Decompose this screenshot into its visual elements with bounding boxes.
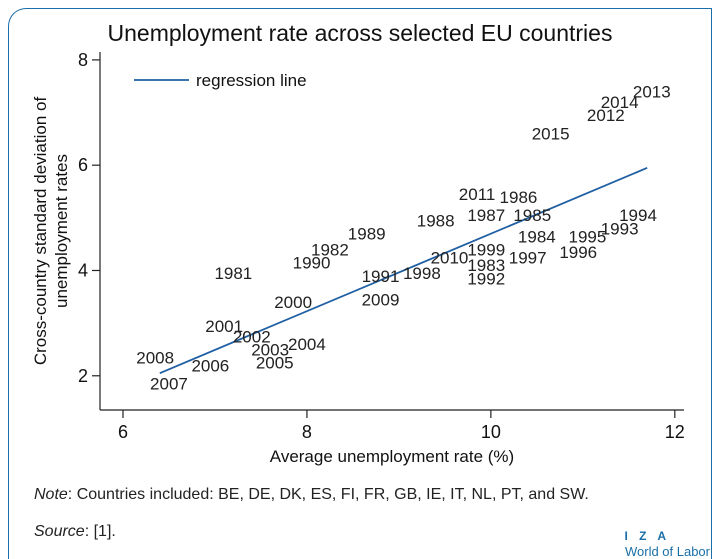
point-2001: 2001 [205, 317, 243, 336]
y-tick-label: 6 [78, 155, 88, 175]
point-1983: 1983 [467, 256, 505, 275]
point-1990: 1990 [293, 254, 331, 273]
point-2014: 2014 [601, 93, 639, 112]
point-2012: 2012 [587, 106, 625, 125]
point-1998: 1998 [403, 264, 441, 283]
point-1994: 1994 [619, 206, 657, 225]
point-1986: 1986 [500, 188, 538, 207]
logo-iza: I Z A [624, 529, 670, 543]
y-axis-label-line-2: unemployment rates [52, 154, 71, 308]
x-axis-label: Average unemployment rate (%) [270, 447, 514, 466]
scatter-chart: 6 8 10 12 2 4 6 8 Average unemployment rate (%) C… [31, 50, 685, 466]
chart-title: Unemployment rate across selected EU cou… [107, 20, 613, 46]
point-1995: 1995 [569, 227, 607, 246]
legend-label: regression line [196, 71, 307, 90]
regression-line [159, 166, 648, 374]
point-1991: 1991 [362, 267, 400, 286]
point-2007: 2007 [150, 375, 188, 394]
point-2013: 2013 [633, 82, 671, 101]
point-2003: 2003 [251, 340, 289, 359]
y-axis-label: Cross-country standard deviation of unemp… [31, 97, 71, 366]
point-1982: 1982 [311, 240, 349, 259]
x-tick-label: 8 [302, 422, 312, 442]
axes: 6 8 10 12 2 4 6 8 Average unemployment rate (%) C… [31, 50, 685, 466]
y-tick-label: 4 [78, 260, 88, 280]
point-2011: 2011 [459, 185, 496, 204]
point-1981: 1981 [214, 264, 252, 283]
figure-frame [8, 8, 712, 559]
point-1992: 1992 [467, 269, 505, 288]
point-1997: 1997 [509, 248, 547, 267]
iza-logo: I Z A World of Labor [624, 529, 710, 559]
point-2008: 2008 [136, 348, 174, 367]
y-tick-label: 8 [78, 50, 88, 70]
x-tick-label: 12 [665, 422, 685, 442]
logo-world-of-labor: World of Labor [624, 544, 710, 559]
point-1996: 1996 [559, 243, 597, 262]
note-label: Note [34, 486, 68, 503]
point-1988: 1988 [417, 211, 455, 230]
chart-note: Note: Countries included: BE, DE, DK, ES… [34, 486, 589, 504]
note-text: : Countries included: BE, DE, DK, ES, FI… [67, 486, 589, 503]
point-1999: 1999 [467, 240, 505, 259]
point-2009: 2009 [362, 290, 400, 309]
point-1984: 1984 [518, 227, 556, 246]
point-2004: 2004 [288, 335, 326, 354]
point-1985: 1985 [513, 206, 551, 225]
point-2015: 2015 [532, 125, 570, 144]
point-2005: 2005 [256, 354, 294, 373]
point-2002: 2002 [233, 327, 271, 346]
source-text: : [1]. [84, 523, 116, 540]
point-1987: 1987 [467, 206, 505, 225]
point-2006: 2006 [191, 356, 229, 375]
x-tick-label: 6 [118, 422, 128, 442]
point-1989: 1989 [348, 225, 386, 244]
point-1993: 1993 [601, 219, 639, 238]
x-tick-label: 10 [481, 422, 501, 442]
point-2000: 2000 [274, 293, 312, 312]
y-tick-label: 2 [78, 366, 88, 386]
y-axis-label-line-1: Cross-country standard deviation of [31, 97, 50, 366]
chart-source: Source: [1]. [34, 523, 116, 541]
source-label: Source [34, 523, 85, 540]
point-2010: 2010 [431, 248, 469, 267]
